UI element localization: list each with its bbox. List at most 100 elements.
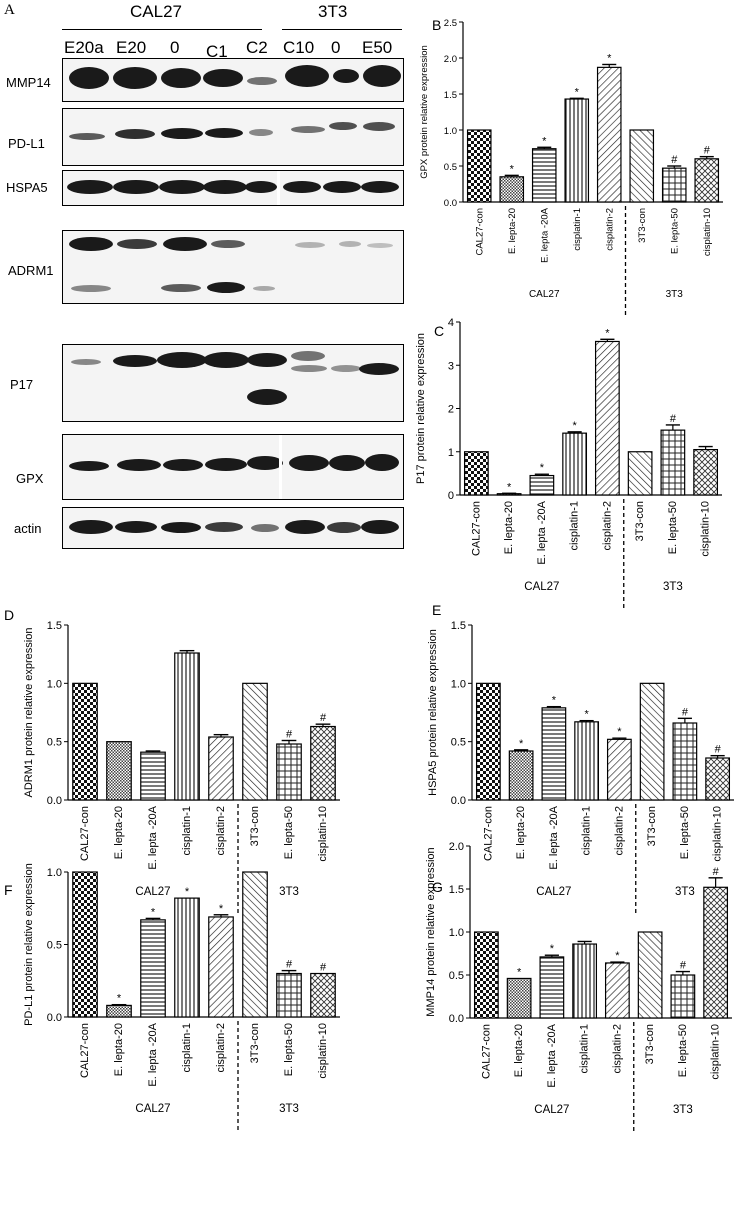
- band: [117, 239, 157, 249]
- category-label: cisplatin-2: [613, 806, 625, 856]
- category-label: cisplatin-1: [581, 806, 593, 856]
- category-label: E. lepta-20: [507, 208, 518, 254]
- category-label: cisplatin-1: [181, 1023, 193, 1073]
- category-label: E. lepta-50: [283, 1023, 295, 1076]
- band: [203, 352, 249, 368]
- category-label: CAL27-con: [79, 806, 91, 861]
- y-tick-label: 0.0: [449, 1013, 464, 1025]
- category-label: E. lepta-50: [677, 1024, 689, 1077]
- bar: [705, 757, 731, 801]
- y-axis-label: GPX protein relative expression: [419, 45, 430, 179]
- band: [203, 69, 243, 87]
- blot-strip-hspa5: [62, 170, 404, 206]
- significance-mark: #: [286, 729, 293, 741]
- y-tick-label: 2.0: [449, 841, 464, 853]
- band: [329, 455, 365, 471]
- significance-mark: #: [320, 962, 327, 974]
- band: [291, 126, 325, 133]
- bar: [140, 751, 166, 801]
- band: [365, 454, 399, 471]
- panel-letter: F: [4, 882, 13, 898]
- category-label: cisplatin-10: [710, 1024, 722, 1080]
- category-label: cisplatin-1: [579, 1024, 591, 1074]
- band: [207, 282, 245, 293]
- y-axis-label: P17 protein relative expression: [415, 333, 427, 484]
- bar: [506, 977, 532, 1019]
- lane-label: 0: [331, 38, 341, 57]
- protein-label-pd-l1: PD-L1: [8, 136, 45, 151]
- y-tick-label: 0.5: [451, 737, 466, 749]
- bar: [539, 956, 565, 1019]
- group-label-3t3: 3T3: [675, 886, 695, 898]
- lane-label: E50: [362, 38, 393, 57]
- category-label: E. lepta-20: [503, 501, 515, 554]
- panel-letter: G: [432, 879, 443, 895]
- category-label: cisplatin-10: [702, 208, 713, 256]
- bar: [106, 741, 132, 801]
- bar: [660, 429, 686, 496]
- significance-mark: *: [185, 886, 190, 898]
- y-tick-label: 0.5: [444, 162, 457, 173]
- y-tick-label: 1.0: [449, 927, 464, 939]
- band: [329, 122, 357, 130]
- y-tick-label: 1.5: [444, 90, 457, 101]
- bar: [499, 176, 525, 203]
- band: [113, 355, 157, 367]
- y-tick-label: 1.5: [449, 884, 464, 896]
- category-label: cisplatin-1: [569, 501, 581, 551]
- blot-group-3t3: 3T3: [318, 2, 348, 21]
- category-label: CAL27-con: [470, 501, 482, 556]
- y-tick-label: 0.0: [47, 795, 62, 807]
- y-tick-label: 1: [448, 447, 454, 459]
- bar: [72, 871, 98, 1018]
- protein-label-mmp14: MMP14: [6, 75, 51, 90]
- category-label: cisplatin-10: [700, 501, 712, 557]
- band: [363, 65, 401, 87]
- lane-label: 0: [170, 38, 180, 57]
- significance-mark: #: [670, 413, 677, 425]
- blot-group-cal27: CAL27: [130, 2, 182, 21]
- band: [161, 284, 201, 292]
- band: [361, 520, 399, 534]
- category-label: E. lepta-50: [667, 501, 679, 554]
- significance-mark: *: [552, 695, 557, 707]
- bar: [466, 129, 492, 203]
- significance-mark: *: [510, 163, 515, 175]
- category-label: E. lepta -20A: [539, 207, 550, 263]
- bar: [508, 750, 534, 801]
- significance-mark: *: [507, 481, 512, 493]
- y-tick-label: 1.0: [451, 678, 466, 690]
- band: [363, 122, 395, 131]
- band: [251, 524, 279, 532]
- significance-mark: *: [617, 726, 622, 738]
- panel-letter: D: [4, 607, 14, 623]
- y-axis-label: MMP14 protein relative expression: [425, 847, 437, 1016]
- category-label: 3T3-con: [249, 806, 261, 846]
- category-label: E. lepta-20: [515, 806, 527, 859]
- category-label: E. lepta-50: [679, 806, 691, 859]
- blot-strip-actin: [62, 507, 404, 549]
- significance-mark: #: [286, 959, 293, 971]
- band: [205, 458, 247, 471]
- band: [245, 181, 277, 193]
- bar: [473, 931, 499, 1019]
- band: [71, 285, 111, 292]
- band: [323, 181, 361, 193]
- category-label: cisplatin-2: [215, 806, 227, 856]
- category-label: E. lepta -20A: [536, 500, 548, 564]
- group-label-3t3: 3T3: [279, 1103, 299, 1115]
- bar: [627, 451, 653, 496]
- y-tick-label: 2: [448, 404, 454, 416]
- bar: [693, 448, 719, 496]
- y-tick-label: 3: [448, 360, 454, 372]
- bar: [670, 974, 696, 1019]
- significance-mark: *: [540, 462, 545, 474]
- bar: [310, 725, 336, 801]
- lane-separator: [279, 435, 282, 499]
- significance-mark: *: [615, 950, 620, 962]
- band: [295, 242, 325, 248]
- lane-label: C1: [206, 42, 228, 61]
- category-label: CAL27-con: [474, 208, 485, 256]
- group-label-3t3: 3T3: [663, 581, 683, 593]
- group-label-cal27: CAL27: [135, 1103, 170, 1115]
